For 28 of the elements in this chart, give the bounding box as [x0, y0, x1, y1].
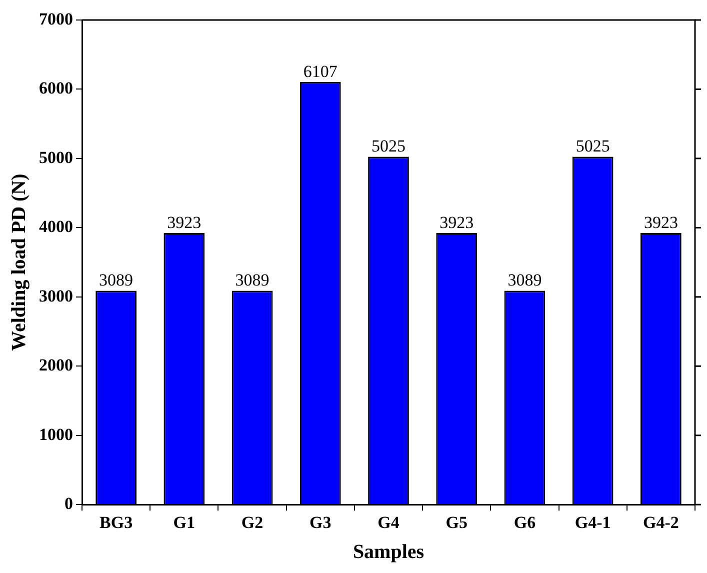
y-tick-label: 7000: [39, 9, 73, 28]
data-label: 5025: [576, 136, 610, 156]
data-label: 3089: [99, 270, 134, 290]
y-tick-label: 0: [64, 494, 73, 513]
y-tick-label: 6000: [39, 78, 73, 98]
data-label: 3923: [167, 212, 202, 232]
data-label: 6107: [303, 62, 338, 81]
x-tick-label: G4-2: [643, 513, 679, 532]
x-tick-label: G1: [173, 513, 196, 532]
data-label: 5025: [372, 136, 406, 156]
x-tick-label: G5: [446, 513, 468, 532]
y-tick-label: 4000: [39, 217, 73, 236]
x-tick-label: BG3: [100, 513, 133, 532]
x-tick-label: G3: [310, 513, 332, 532]
data-label: 3089: [235, 270, 270, 290]
x-axis-title: Samples: [352, 541, 424, 564]
x-tick-label: G6: [514, 513, 536, 532]
x-tick-label: G2: [241, 513, 264, 532]
y-tick-label: 2000: [39, 356, 73, 375]
y-tick-label: 3000: [39, 286, 73, 306]
y-axis-title: Welding load PD (N): [8, 174, 30, 351]
y-tick-label: 1000: [39, 424, 73, 444]
data-label: 3923: [440, 212, 474, 232]
x-tick-label: G4-1: [574, 513, 611, 532]
x-tick-label: G4: [378, 513, 400, 532]
data-label: 3923: [644, 212, 678, 232]
y-tick-label: 5000: [39, 148, 73, 167]
data-label: 3089: [508, 270, 542, 290]
